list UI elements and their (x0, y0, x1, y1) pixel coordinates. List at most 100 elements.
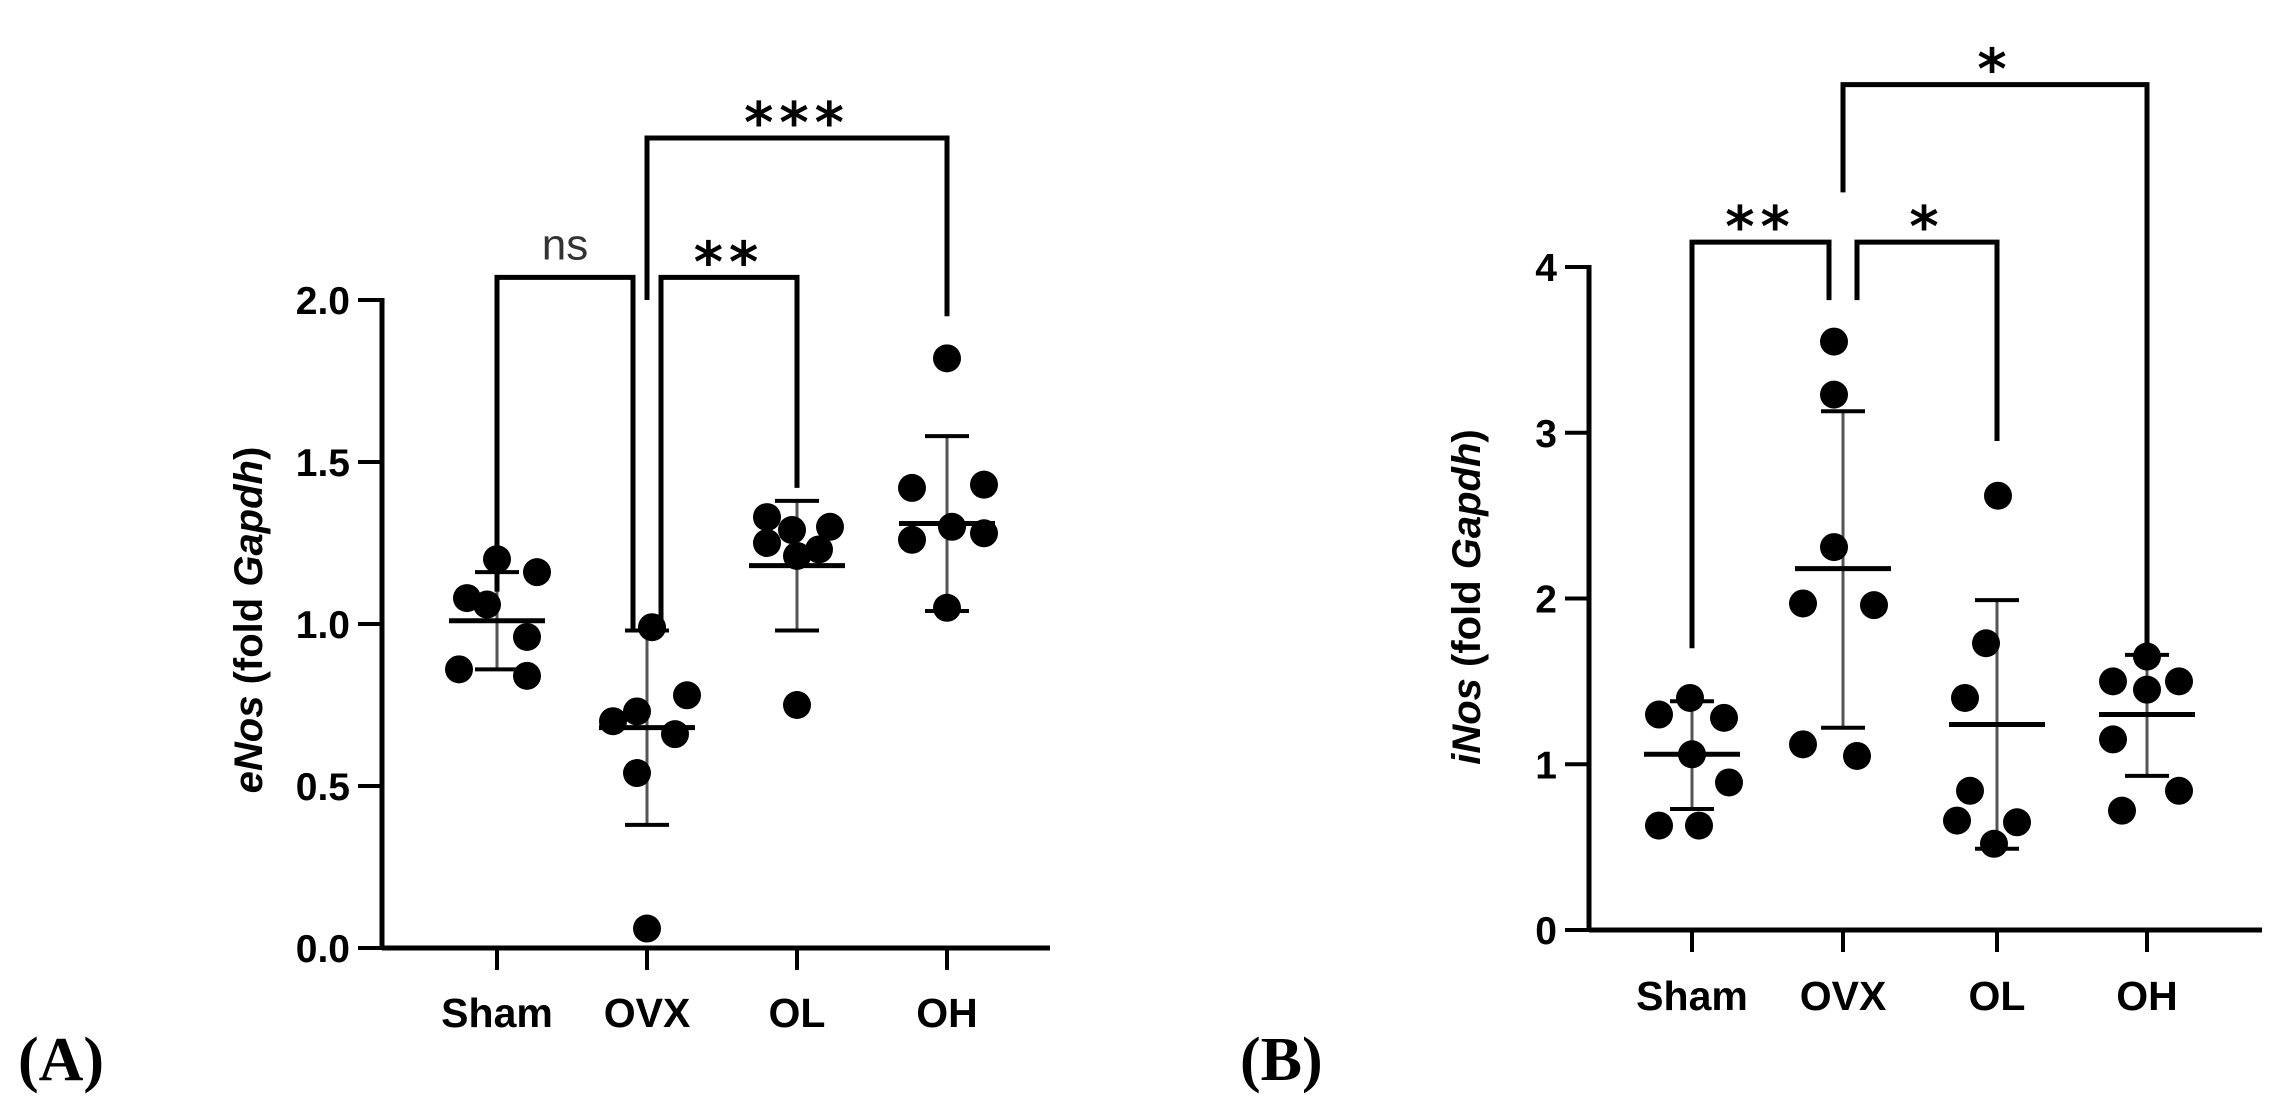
data-point (445, 655, 473, 684)
data-point (2165, 667, 2193, 696)
data-point (1956, 776, 1984, 805)
significance-bracket (494, 274, 636, 631)
data-point (753, 529, 781, 557)
panel-a-y-tick-label: 2.0 (296, 280, 350, 323)
data-point (1789, 589, 1817, 618)
panel-b-y-close: ) (1445, 429, 1489, 442)
panel-a-x-tick-label: OVX (604, 990, 691, 1036)
panel-a-y-tick-label: 1.0 (296, 604, 350, 647)
data-point (1820, 380, 1848, 409)
data-point (970, 470, 998, 499)
significance-label: ns (542, 220, 588, 269)
panel-a-y-tick-label: 0.5 (296, 766, 350, 809)
data-point (938, 512, 966, 541)
data-point (1789, 730, 1817, 759)
data-point (1980, 829, 2008, 858)
data-point (778, 516, 806, 545)
panel-b-y-text: (fold (1445, 569, 1489, 678)
data-point (2099, 725, 2127, 754)
panel-a-x-tick-label: OH (916, 990, 978, 1036)
panel-a-y-close: ) (227, 447, 271, 460)
data-point (970, 519, 998, 548)
data-point (1820, 327, 1848, 356)
panel-a-x-tick-label: Sham (441, 990, 553, 1036)
significance-label: *** (744, 91, 850, 156)
data-point (2133, 675, 2161, 704)
panel-a-y-tick-label: 1.5 (296, 442, 350, 485)
data-point (2133, 642, 2161, 671)
data-point (753, 503, 781, 532)
data-point (513, 622, 541, 651)
panel-a-y-axis-title: eNos (fold Gapdh) (227, 447, 271, 794)
data-point (1972, 629, 2000, 658)
data-point (1676, 683, 1704, 712)
data-point (1645, 811, 1673, 840)
data-point (1843, 741, 1871, 770)
data-point (783, 541, 811, 570)
data-point (783, 691, 811, 719)
significance-bracket (644, 135, 950, 317)
panel-b-y-tick-label: 0 (1535, 910, 1557, 953)
data-point (1984, 481, 2012, 510)
panel-a-y-text: (fold (227, 587, 271, 696)
data-point (633, 914, 661, 943)
panel-b-y-ref: Gapdh (1445, 443, 1489, 570)
data-point (933, 593, 961, 622)
data-point (513, 661, 541, 690)
data-point (673, 681, 701, 710)
data-point (473, 590, 501, 619)
data-point (623, 697, 651, 726)
data-point (805, 535, 833, 564)
panel-b-y-tick-label: 2 (1535, 579, 1557, 622)
significance-label: * (1909, 195, 1944, 260)
panel-b-x-tick-label: OL (1969, 973, 2026, 1019)
panel-a-x-tick-label: OL (769, 990, 826, 1036)
panel-b-y-gene: iNos (1445, 678, 1489, 765)
panel-a-y-ref: Gapdh (227, 460, 271, 587)
data-point (661, 720, 689, 749)
data-point (1710, 703, 1738, 732)
data-point (2108, 796, 2136, 825)
data-point (1943, 806, 1971, 835)
data-point (898, 473, 926, 502)
data-point (599, 707, 627, 736)
data-point (1820, 533, 1848, 562)
data-point (1951, 683, 1979, 712)
data-point (1685, 811, 1713, 840)
data-point (2003, 808, 2031, 837)
data-point (898, 525, 926, 554)
data-point (1715, 768, 1743, 797)
panel-b-y-axis-title: iNos (fold Gapdh) (1445, 429, 1489, 765)
data-point (623, 759, 651, 788)
panel-b-y-tick-label: 1 (1535, 744, 1557, 787)
significance-bracket (1854, 239, 2000, 442)
data-point (1678, 740, 1706, 769)
panel-a-y-gene: eNos (227, 696, 271, 794)
panel-b-x-tick-label: Sham (1636, 973, 1748, 1019)
significance-bracket (658, 274, 800, 631)
panel-b-y-tick-label: 4 (1535, 247, 1557, 290)
significance-label: * (1977, 38, 2012, 103)
panel-b-x-tick-label: OVX (1800, 973, 1887, 1019)
panel-b-y-tick-label: 3 (1535, 413, 1557, 456)
significance-label: ** (694, 230, 765, 295)
panel-b-label: (B) (1240, 1026, 1323, 1094)
data-point (1860, 591, 1888, 620)
data-point (523, 558, 551, 587)
data-point (933, 344, 961, 373)
data-point (816, 512, 844, 541)
data-point (2165, 776, 2193, 805)
data-point (1645, 700, 1673, 729)
panel-b-x-tick-label: OH (2116, 973, 2178, 1019)
panel-a-y-tick-label: 0.0 (296, 928, 350, 971)
data-point (2099, 667, 2127, 696)
significance-label: ** (1725, 195, 1796, 260)
panel-a-label: (A) (18, 1026, 104, 1094)
significance-bracket (1689, 239, 1832, 649)
significance-bracket (1840, 82, 2150, 649)
